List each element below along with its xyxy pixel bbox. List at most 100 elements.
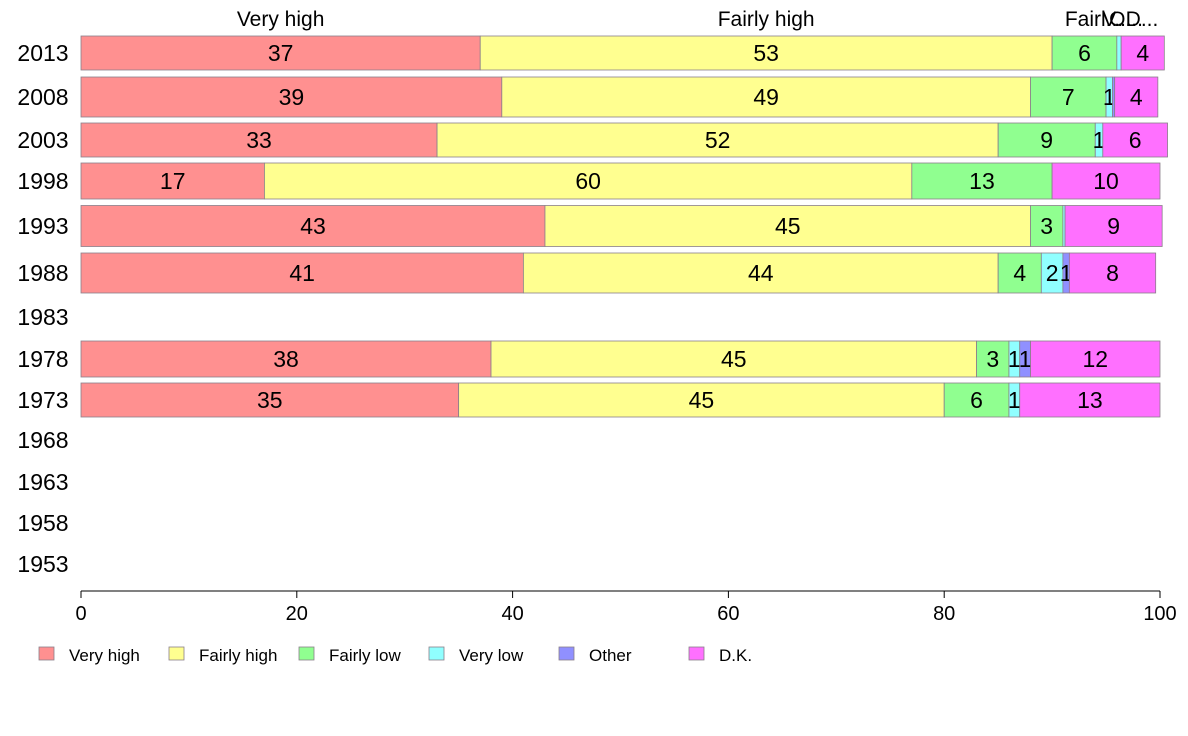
data-label: 3: [986, 346, 999, 372]
y-tick-label: 1983: [17, 304, 68, 330]
bar-1978-fairly-low: [976, 340, 1010, 378]
y-tick-label: 1973: [17, 387, 68, 413]
x-tick-label: 80: [933, 603, 955, 625]
legend-swatch: [688, 646, 705, 661]
bar-2003-very-high: [80, 122, 438, 158]
bar-2008-d-k: [1114, 76, 1159, 118]
data-label: 45: [689, 387, 715, 413]
y-tick-label: 1978: [17, 346, 68, 372]
top-label: D...: [1126, 8, 1159, 31]
data-label: 4: [1130, 84, 1143, 110]
legend-label: Very low: [459, 646, 524, 665]
data-label: 52: [705, 127, 731, 153]
bar-1988-d-k: [1068, 252, 1157, 294]
bar-1973-fairly-high: [458, 382, 945, 418]
data-label: 13: [969, 168, 995, 194]
data-label: 7: [1062, 84, 1075, 110]
y-tick-label: 1993: [17, 213, 68, 239]
data-label: 9: [1040, 127, 1053, 153]
bar-2013-very-low: [1116, 35, 1122, 71]
x-tick-label: 0: [75, 603, 86, 625]
data-label: 1: [1008, 346, 1021, 372]
data-label: 1: [1093, 127, 1106, 153]
bar-1998-very-high: [80, 162, 265, 200]
legend-swatch: [428, 646, 445, 661]
data-label: 10: [1093, 168, 1119, 194]
top-label: O...: [1109, 8, 1143, 31]
legend: Very high Fairly high Fairly low Very low Ot…: [38, 646, 752, 665]
data-label: 9: [1107, 213, 1120, 239]
data-label: 17: [160, 168, 186, 194]
bar-2013-fairly-low: [1051, 35, 1118, 71]
bar-2013-very-high: [80, 35, 481, 71]
y-tick-label: 1968: [17, 427, 68, 453]
bar-1998-d-k: [1051, 162, 1161, 200]
top-label: Fairl...: [1065, 8, 1123, 31]
bar-1998-fairly-high: [264, 162, 913, 200]
bar-2003-fairly-low: [997, 122, 1096, 158]
bar-1993-fairly-high: [544, 205, 1031, 247]
y-axis-labels: 2013 2008 2003 1998 1993 1988 1983 1978 1973 1968…: [17, 40, 68, 577]
top-label: Fairly high: [718, 8, 815, 31]
top-label: Very high: [237, 8, 325, 31]
y-tick-label: 2008: [17, 84, 68, 110]
legend-label: Fairly high: [199, 646, 277, 665]
data-label: 4: [1136, 40, 1149, 66]
bar-2008-fairly-low: [1030, 76, 1107, 118]
legend-label: Other: [589, 646, 632, 665]
data-label: 38: [273, 346, 299, 372]
legend-label: D.K.: [719, 646, 752, 665]
bar-2013-d-k: [1120, 35, 1165, 71]
bar-1978-fairly-high: [490, 340, 977, 378]
x-tick-label: 40: [501, 603, 523, 625]
y-tick-label: 2003: [17, 127, 68, 153]
y-tick-label: 1958: [17, 510, 68, 536]
x-axis: 0 20 40 60 80 100: [75, 590, 1177, 625]
data-label: 6: [970, 387, 983, 413]
y-tick-label: 1998: [17, 168, 68, 194]
data-label: 12: [1082, 346, 1108, 372]
data-label: 44: [748, 260, 774, 286]
y-tick-label: 1953: [17, 551, 68, 577]
y-tick-label: 2013: [17, 40, 68, 66]
data-label: 4: [1013, 260, 1026, 286]
legend-label: Fairly low: [329, 646, 402, 665]
legend-swatch: [38, 646, 55, 661]
data-label: 53: [753, 40, 779, 66]
bar-2008-very-high: [80, 76, 503, 118]
data-label: 35: [257, 387, 283, 413]
y-tick-label: 1988: [17, 260, 68, 286]
y-tick-label: 1963: [17, 469, 68, 495]
data-label: 60: [575, 168, 601, 194]
data-label: 45: [721, 346, 747, 372]
legend-swatch: [298, 646, 315, 661]
legend-swatch: [168, 646, 185, 661]
data-label: 6: [1078, 40, 1091, 66]
bar-2003-fairly-high: [436, 122, 999, 158]
bar-1993-very-high: [80, 205, 546, 247]
bar-1988-fairly-low: [997, 252, 1042, 294]
data-label: 43: [300, 213, 326, 239]
x-tick-label: 100: [1143, 603, 1176, 625]
data-label: 37: [268, 40, 294, 66]
data-label: 41: [289, 260, 315, 286]
top-series-labels: Very high Fairly high Fairl...V...O...D...: [237, 8, 1159, 31]
top-label: V...: [1102, 8, 1132, 31]
data-label: 6: [1129, 127, 1142, 153]
bar-1973-d-k: [1019, 382, 1161, 418]
data-label: 49: [753, 84, 779, 110]
bar-1978-d-k: [1030, 340, 1161, 378]
data-label: 13: [1077, 387, 1103, 413]
bar-1973-very-high: [80, 382, 460, 418]
x-tick-label: 60: [717, 603, 739, 625]
bar-1998-fairly-low: [911, 162, 1053, 200]
data-label: 1: [1008, 387, 1021, 413]
bar-2003-d-k: [1102, 122, 1168, 158]
data-label: 1: [1019, 346, 1032, 372]
data-label: 3: [1040, 213, 1053, 239]
bar-2008-fairly-high: [501, 76, 1031, 118]
bar-1978-very-high: [80, 340, 492, 378]
bar-2013-fairly-high: [479, 35, 1053, 71]
